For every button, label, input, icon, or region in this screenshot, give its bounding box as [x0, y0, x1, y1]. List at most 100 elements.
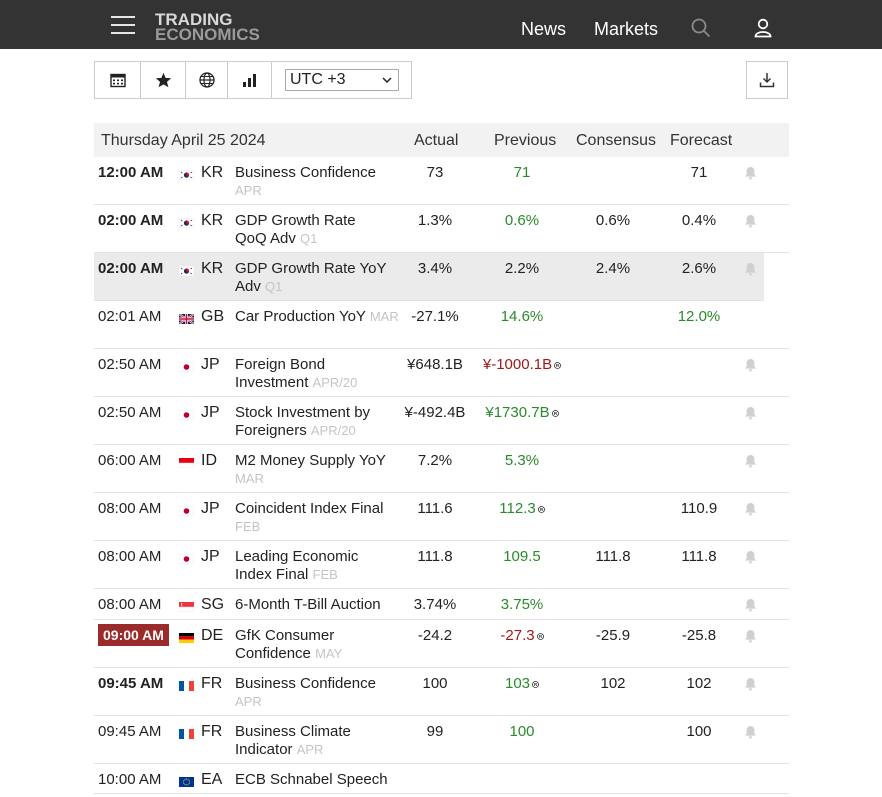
calendar-toolbar: UTC +3 [94, 61, 412, 99]
table-row[interactable]: 09:45 AM FR Business Climate Indicator APR… [94, 716, 789, 764]
previous-value-text: ¥-1000.1B [482, 356, 553, 373]
table-row[interactable]: 02:00 AM KR GDP Growth Rate YoY Adv Q1 3.4%… [94, 253, 764, 301]
col-consensus: Consensus [576, 132, 657, 149]
bell-icon[interactable] [744, 677, 757, 695]
menu-icon[interactable] [111, 16, 135, 34]
bell-icon[interactable] [744, 406, 757, 424]
globe-icon [198, 72, 215, 88]
country-code: KR [201, 260, 224, 277]
forecast-value: 100 [686, 723, 712, 740]
download-button[interactable] [746, 61, 788, 99]
event-period: APR/20 [312, 375, 358, 390]
event-title: GDP Growth Rate YoY Adv [235, 260, 387, 295]
previous-value: ¥1730.7B R [477, 404, 567, 421]
timezone-select[interactable]: UTC +3 [285, 69, 399, 91]
event-title: Stock Investment by Foreigners [235, 404, 371, 439]
actual-value: 3.4% [417, 260, 453, 277]
table-row[interactable]: 02:50 AM JP Foreign Bond Investment APR/20… [94, 349, 789, 397]
bell-icon[interactable] [744, 629, 757, 647]
consensus-value: 0.6% [595, 212, 631, 229]
favorites-button[interactable] [141, 62, 186, 98]
countries-button[interactable] [186, 62, 228, 98]
table-row[interactable]: 10:00 AM EA ECB Schnabel Speech [94, 764, 789, 794]
revised-icon: R [536, 632, 544, 640]
event-name[interactable]: Coincident Index Final FEB [235, 500, 387, 536]
event-name[interactable]: GDP Growth Rate YoY Adv Q1 [235, 260, 387, 296]
event-time: 02:00 AM [98, 260, 164, 277]
table-row[interactable]: 06:00 AM ID M2 Money Supply YoY MAR 7.2% 5.3… [94, 445, 789, 493]
event-title: Coincident Index Final [235, 500, 384, 517]
svg-text:R: R [538, 634, 542, 639]
event-time: 02:00 AM [98, 212, 164, 229]
bell-icon[interactable] [744, 598, 757, 616]
bell-icon[interactable] [744, 166, 757, 184]
table-row[interactable]: 08:00 AM JP Coincident Index Final FEB 111.… [94, 493, 789, 541]
calendar-button[interactable] [95, 62, 141, 98]
bell-icon[interactable] [744, 262, 757, 280]
nav-markets-link[interactable]: Markets [594, 19, 659, 39]
event-name[interactable]: Business Confidence APR [235, 164, 405, 200]
event-name[interactable]: Business Climate Indicator APR [235, 723, 387, 759]
user-icon[interactable] [754, 18, 772, 43]
event-time: 02:50 AM [98, 356, 162, 373]
forecast-value: 111.8 [681, 548, 717, 565]
bell-icon[interactable] [744, 214, 757, 232]
table-row[interactable]: 09:00 AM DE GfK Consumer Confidence MAY -24… [94, 620, 789, 668]
previous-value-text: -27.3 [500, 627, 535, 644]
bell-icon[interactable] [744, 358, 757, 376]
previous-value-text: 100 [509, 723, 535, 740]
actual-value: ¥648.1B [407, 356, 463, 373]
event-period: APR/20 [310, 423, 356, 438]
bar-chart-icon [242, 74, 256, 87]
actual-value: 73 [426, 164, 444, 181]
previous-value: 14.6% [477, 308, 567, 325]
economic-calendar-table: Thursday April 25 2024 Actual Previous C… [94, 123, 789, 794]
flag-kr-icon [178, 263, 195, 277]
country-code: JP [201, 404, 220, 421]
forecast-value: 102 [686, 675, 712, 692]
table-row[interactable]: 08:00 AM SG 6-Month T-Bill Auction 3.74% 3.… [94, 589, 789, 620]
importance-button[interactable] [228, 62, 272, 98]
previous-value-text: 3.75% [500, 596, 544, 613]
table-row[interactable]: 02:50 AM JP Stock Investment by Foreigners… [94, 397, 789, 445]
event-name[interactable]: GfK Consumer Confidence MAY [235, 627, 387, 663]
event-name[interactable]: Foreign Bond Investment APR/20 [235, 356, 387, 392]
event-name[interactable]: M2 Money Supply YoY MAR [235, 452, 405, 488]
revised-icon: R [554, 361, 562, 369]
country-code: JP [201, 548, 220, 565]
table-row[interactable]: 02:00 AM KR GDP Growth Rate QoQ Adv Q1 1.3%… [94, 205, 789, 253]
consensus-value: 102 [600, 675, 626, 692]
bell-icon[interactable] [744, 502, 757, 520]
event-name[interactable]: Car Production YoY MAR [235, 308, 405, 326]
table-row[interactable]: 12:00 AM KR Business Confidence APR 73 71 71 [94, 157, 789, 205]
event-name[interactable]: GDP Growth Rate QoQ Adv Q1 [235, 212, 387, 248]
bell-icon[interactable] [744, 550, 757, 568]
event-period: APR [296, 742, 324, 757]
event-name[interactable]: Business Confidence APR [235, 675, 405, 711]
table-row[interactable]: 09:45 AM FR Business Confidence APR 100 103 R… [94, 668, 789, 716]
event-title: GfK Consumer Confidence [235, 627, 335, 662]
forecast-value: -25.8 [681, 627, 717, 644]
event-title: 6-Month T-Bill Auction [235, 596, 381, 613]
event-time: 02:01 AM [98, 308, 162, 325]
event-name[interactable]: Leading Economic Index Final FEB [235, 548, 387, 584]
forecast-value: 0.4% [681, 212, 717, 229]
table-header: Thursday April 25 2024 Actual Previous C… [94, 123, 789, 157]
event-period: Q1 [265, 279, 283, 294]
previous-value: 109.5 [477, 548, 567, 565]
nav-news-link[interactable]: News [521, 19, 567, 39]
event-time: 08:00 AM [98, 548, 162, 565]
previous-value: 100 [477, 723, 567, 740]
search-icon[interactable] [691, 18, 711, 43]
table-row[interactable]: 02:01 AM GB Car Production YoY MAR -27.1% 14… [94, 301, 789, 349]
table-row[interactable]: 08:00 AM JP Leading Economic Index Final F… [94, 541, 789, 589]
bell-icon[interactable] [744, 725, 757, 743]
bell-icon[interactable] [744, 454, 757, 472]
event-name[interactable]: Stock Investment by Foreigners APR/20 [235, 404, 387, 440]
event-name[interactable]: 6-Month T-Bill Auction [235, 596, 387, 614]
event-title: Business Climate Indicator [235, 723, 351, 758]
actual-value: 111.8 [417, 548, 453, 565]
actual-value: 3.74% [413, 596, 457, 613]
logo[interactable]: TRADING ECONOMICS [155, 11, 260, 43]
event-name[interactable]: ECB Schnabel Speech [235, 771, 405, 789]
